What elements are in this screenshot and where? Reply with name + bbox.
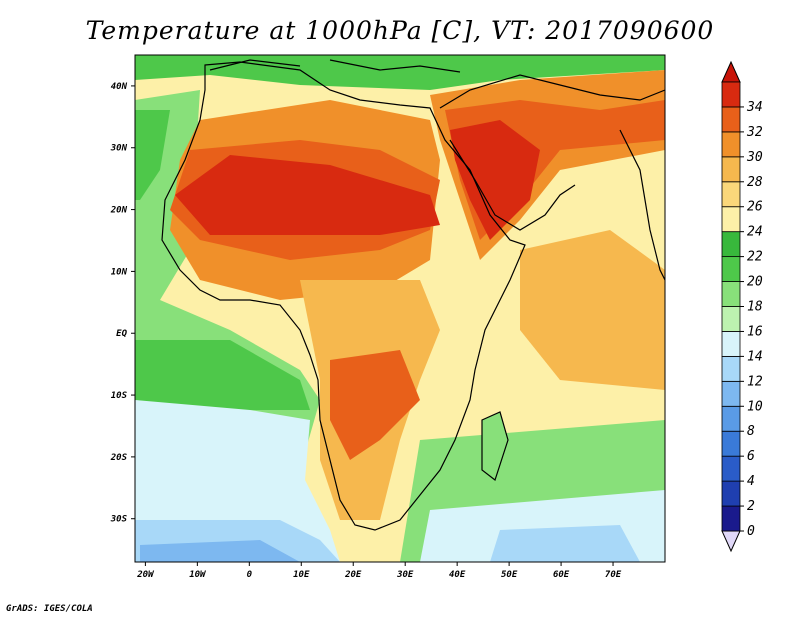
lon-tick-label: 20W [136,570,155,580]
colorbar-label: 16 [747,324,763,339]
colorbar-high-extension [721,60,741,83]
africa-coastline [161,61,526,531]
lat-tick-label: 40N [111,82,128,92]
colorbar-swatch [721,256,741,282]
colorbar-label: 34 [746,100,763,115]
colorbar-label: 14 [747,349,763,364]
colorbar-swatch [721,156,741,183]
field-indian-south-colder [490,525,640,562]
colorbar-label: 30 [746,150,763,165]
lat-tick-label: 10N [111,267,128,277]
colorbar-label: 8 [747,424,755,439]
field-southern-africa-hot [330,350,420,460]
colorbar-swatch [721,505,741,532]
field-indian-warm [520,230,665,390]
europe-coastline [209,59,461,73]
colorbar-label: 22 [747,250,763,265]
lat-tick-label: EQ [116,329,127,339]
lon-tick-label: 60E [553,570,570,580]
colorbar-swatch [721,480,741,507]
lat-tick-label: 10S [111,391,128,401]
field-arabia-hottest [450,120,540,240]
lon-tick-label: 40E [449,570,466,580]
colorbar-low-extension [721,530,741,553]
field-europe-green [135,55,665,90]
lat-tick-label: 20N [110,206,128,216]
colorbar-label: 32 [746,125,763,140]
colorbar-swatch [721,81,741,108]
madagascar-coastline [481,411,509,481]
longitude-axis: 20W 10W 0 10E 20E 30E 40E 50E 60E 70E [136,562,622,580]
field-atlantic-deep-green [135,110,170,200]
lat-tick-label: 20S [110,453,128,463]
lon-tick-label: 30E [396,570,414,580]
coastlines [161,59,665,531]
colorbar-label: 2 [747,499,755,514]
lon-tick-label: 10E [293,570,310,580]
colorbar-swatch [721,281,741,307]
lon-tick-label: 20E [344,570,362,580]
colorbar-label: 28 [747,175,763,190]
colorbar-label: 18 [747,300,763,315]
colorbar-swatch [721,380,741,407]
arabia-coastline [439,74,665,231]
map-panel [135,55,665,562]
lat-tick-label: 30N [110,144,128,154]
map-frame [134,54,666,563]
field-atlantic-green2 [135,340,310,410]
lat-tick-label: 30S [110,515,128,525]
colorbar-swatch [721,331,741,357]
colorbar-swatch [721,306,741,332]
colorbar-swatch [721,355,741,382]
colorbar-label: 24 [747,225,763,240]
colorbar-label: 10 [747,399,763,414]
lon-tick-label: 0 [247,570,253,580]
colorbar-label: 20 [747,275,763,290]
colorbar-label: 6 [747,449,755,464]
lon-tick-label: 10W [189,570,207,580]
colorbar-swatch [721,206,741,233]
map-title: Temperature at 1000hPa [C], VT: 20170906… [85,16,715,45]
colorbar-swatch [721,131,741,158]
colorbar-swatch [721,405,741,432]
colorbar-label: 0 [747,524,755,539]
colorbar-swatch [721,231,741,258]
colorbar-swatch [721,181,741,208]
colorbar-swatch [721,106,741,133]
field-madagascar [482,412,508,480]
lon-tick-label: 50E [501,570,518,580]
colorbar-swatch [721,455,741,482]
colorbar-swatch [721,430,741,457]
colorbar-label: 26 [747,200,763,215]
india-coastline [619,129,665,281]
grads-credit: GrADS: IGES/COLA [6,604,93,614]
latitude-axis: 40N 30N 20N 10N EQ 10S 20S 30S [110,82,135,525]
field-south-atlantic-coldest [140,540,300,562]
colorbar-label: 4 [747,474,755,489]
lon-tick-label: 70E [605,570,622,580]
colorbar-label: 12 [747,374,763,389]
field-sahara-hottest [175,155,440,235]
